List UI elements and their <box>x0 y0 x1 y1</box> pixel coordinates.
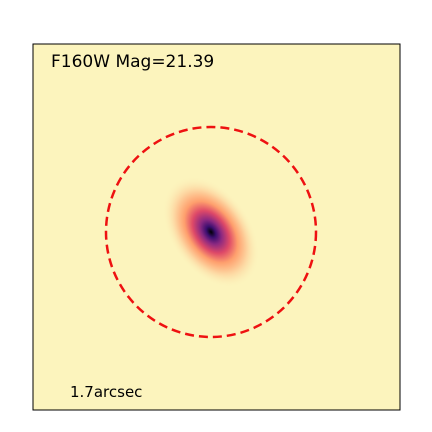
scale-label: 1.7arcsec <box>70 383 142 401</box>
frame <box>32 43 401 411</box>
galaxy <box>162 176 260 288</box>
aperture-circle <box>104 125 318 339</box>
panel-title: F160W Mag=21.39 <box>51 52 214 72</box>
